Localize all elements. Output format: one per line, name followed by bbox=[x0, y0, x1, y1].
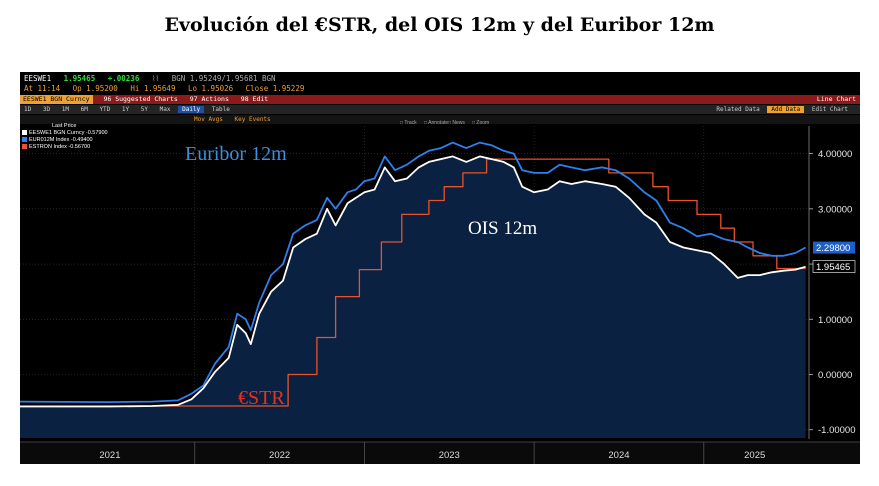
period-1m[interactable]: 1M bbox=[61, 106, 69, 113]
page-title: Evolución del €STR, del OIS 12m y del Eu… bbox=[164, 14, 715, 36]
series-line-estron-index[interactable] bbox=[20, 158, 806, 407]
last-price: 1.95465 bbox=[63, 74, 96, 83]
quote-row: EESWE1 1.95465 +.00236 ⌇⌇ BGN 1.95249/1.… bbox=[20, 74, 860, 84]
legend: Last Price EESWE1 BGN Curncy -0.57900 EU… bbox=[22, 123, 108, 151]
x-tick-label: 2022 bbox=[269, 450, 290, 461]
chart-area[interactable]: □ Track □ Annotate □ News □ Zoom 4.00000 3.00… bbox=[20, 72, 860, 464]
series-line-eur012m-index[interactable] bbox=[20, 141, 807, 403]
legend-swatch-icon bbox=[22, 144, 27, 150]
legend-swatch-icon bbox=[22, 137, 27, 143]
period-5y[interactable]: 5Y bbox=[140, 106, 148, 113]
add-data-button[interactable]: Add Data bbox=[767, 106, 805, 113]
annotation-ois: OIS 12m bbox=[468, 218, 537, 239]
x-tick-label: 2021 bbox=[99, 450, 120, 461]
last-value-tag bbox=[812, 260, 856, 273]
high: Hi 1.95649 bbox=[130, 84, 176, 93]
bloomberg-terminal: EESWE1 1.95465 +.00236 ⌇⌇ BGN 1.95249/1.… bbox=[20, 72, 860, 464]
legend-item: EUR012M Index -0.49400 bbox=[22, 137, 108, 144]
menu-bar: EESWE1 BGN Curncy 96 Suggested Charts 97… bbox=[20, 95, 860, 104]
period-6m[interactable]: 6M bbox=[80, 106, 88, 113]
menu-line-chart[interactable]: Line Chart bbox=[816, 95, 856, 103]
mov-avgs-button[interactable]: Mov Avgs bbox=[194, 116, 223, 123]
open: Op 1.95200 bbox=[72, 84, 118, 93]
last-value-tag bbox=[813, 241, 855, 254]
bid-ask: BGN 1.95249/1.95681 BGN bbox=[171, 74, 276, 83]
ticker[interactable]: EESWE1 bbox=[24, 74, 52, 83]
x-tick-label: 2024 bbox=[608, 450, 629, 461]
price-change: +.00236 bbox=[107, 74, 140, 83]
legend-item: ESTRON Index -0.56700 bbox=[22, 144, 108, 151]
tool-track: □ Track bbox=[400, 120, 417, 126]
table-button[interactable]: Table bbox=[211, 106, 230, 113]
series-line-eeswe1-bgn-curncy[interactable] bbox=[20, 155, 806, 408]
time: At 11:14 bbox=[24, 84, 61, 93]
ohlc-row: At 11:14 Op 1.95200 Hi 1.95649 Lo 1.9502… bbox=[20, 84, 860, 94]
legend-item: EESWE1 BGN Curncy -0.57900 bbox=[22, 130, 108, 137]
y-tick-label: -1.00000 bbox=[818, 425, 856, 436]
last-value-label: 2.29800 bbox=[816, 243, 850, 254]
x-tick-label: 2023 bbox=[439, 450, 460, 461]
period-3d[interactable]: 3D bbox=[42, 106, 51, 113]
area-fill bbox=[20, 156, 806, 438]
y-tick-label: 0.00000 bbox=[818, 370, 852, 381]
security-tab[interactable]: EESWE1 BGN Curncy bbox=[20, 95, 93, 104]
y-tick-label: 3.00000 bbox=[818, 204, 852, 215]
tool-zoom: □ Zoom bbox=[472, 120, 489, 126]
last-value-label: 1.95465 bbox=[816, 262, 850, 273]
close: Close 1.95229 bbox=[245, 84, 305, 93]
x-tick-label: 2025 bbox=[744, 450, 765, 461]
menu-actions[interactable]: 97 Actions bbox=[189, 95, 229, 103]
sparkline-icon: ⌇⌇ bbox=[151, 74, 160, 83]
period-ytd[interactable]: YTD bbox=[99, 106, 111, 113]
menu-suggested[interactable]: 96 Suggested Charts bbox=[103, 95, 178, 103]
low: Lo 1.95026 bbox=[187, 84, 234, 93]
legend-swatch-icon bbox=[22, 130, 27, 136]
annotation-euribor: Euribor 12m bbox=[185, 143, 287, 165]
frequency-daily[interactable]: Daily bbox=[178, 106, 205, 113]
key-events-button[interactable]: Key Events bbox=[234, 116, 271, 123]
toolbar-periods: 1D 3D 1M 6M YTD 1Y 5Y Max Daily Table Re… bbox=[20, 105, 860, 114]
x-axis-band bbox=[20, 442, 860, 464]
legend-header: Last Price bbox=[52, 123, 77, 129]
related-data-button[interactable]: Related Data bbox=[716, 106, 760, 113]
period-max[interactable]: Max bbox=[159, 106, 171, 113]
edit-chart-button[interactable]: Edit Chart bbox=[811, 106, 848, 113]
tool-news: □ News bbox=[448, 120, 465, 126]
period-1d[interactable]: 1D bbox=[24, 106, 32, 113]
menu-edit[interactable]: 98 Edit bbox=[240, 95, 269, 103]
y-tick-label: 1.00000 bbox=[818, 315, 852, 326]
tool-annotate: □ Annotate bbox=[424, 120, 448, 126]
period-1y[interactable]: 1Y bbox=[121, 106, 130, 113]
annotation-estr: €STR bbox=[238, 387, 285, 409]
y-tick-label: 4.00000 bbox=[818, 149, 852, 160]
toolbar-secondary: Mov Avgs Key Events bbox=[20, 115, 860, 124]
